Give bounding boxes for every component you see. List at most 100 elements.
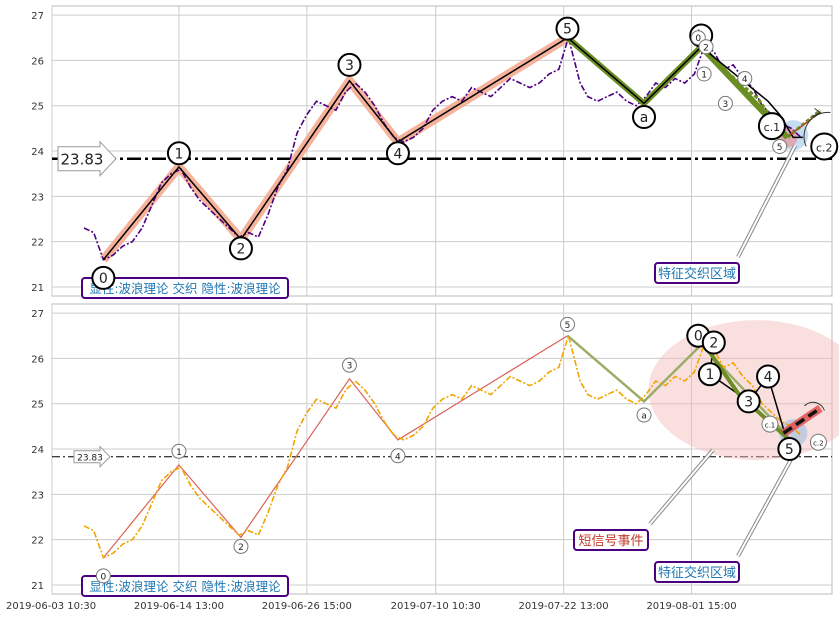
caption-label: 显性:波浪理论 交织 隐性:波浪理论 bbox=[89, 579, 281, 594]
wave-label: c.2 bbox=[810, 132, 839, 161]
y-tick-label: 25 bbox=[31, 400, 44, 411]
wave-label-text: 3 bbox=[347, 362, 353, 372]
wave-label-text: a bbox=[641, 412, 647, 422]
wave-label-text: 4 bbox=[764, 370, 773, 386]
x-tick-label: 2019-06-14 13:00 bbox=[134, 601, 224, 612]
curve-arrow bbox=[803, 111, 831, 147]
wave-label-text: 0 bbox=[100, 572, 106, 582]
reference-value-label: 23.83 bbox=[77, 454, 103, 464]
wave-label-circle bbox=[696, 66, 712, 82]
wave-label-text: 4 bbox=[393, 146, 402, 162]
wave-label: 0 bbox=[91, 265, 116, 290]
wave-label-text: 1 bbox=[176, 448, 182, 458]
wave-label-circle bbox=[772, 138, 788, 154]
event-label-box bbox=[573, 529, 649, 551]
y-tick-label: 22 bbox=[31, 536, 44, 547]
caption-box bbox=[81, 575, 289, 597]
wave-line bbox=[102, 335, 568, 559]
wave-label: 5 bbox=[772, 138, 788, 154]
wave-label: 3 bbox=[736, 389, 761, 414]
wave-label-text: 3 bbox=[723, 100, 729, 110]
y-tick-label: 23 bbox=[31, 192, 44, 203]
wave-label: 4 bbox=[756, 364, 781, 389]
wave-label-circle bbox=[341, 357, 357, 373]
wave-label-text: 3 bbox=[345, 58, 354, 74]
wave-label-text: c.2 bbox=[816, 141, 833, 154]
wave-label-text: 2 bbox=[703, 43, 709, 53]
wave-label-text: 5 bbox=[565, 321, 571, 331]
wave-label-text: c.1 bbox=[765, 422, 776, 430]
wave-label-circle bbox=[337, 52, 362, 77]
x-tick-label: 2019-06-26 15:00 bbox=[262, 601, 352, 612]
reference-arrow-box bbox=[57, 140, 117, 177]
sub-wave-line bbox=[700, 45, 822, 140]
wave-label-circle bbox=[701, 330, 726, 355]
wave-label: 1 bbox=[166, 141, 191, 166]
y-tick-label: 21 bbox=[31, 283, 44, 294]
zone-label-box bbox=[654, 561, 740, 583]
wave-label-circle bbox=[91, 265, 116, 290]
wave-label-text: c.1 bbox=[764, 121, 781, 134]
y-tick-label: 24 bbox=[31, 445, 44, 456]
wave-label-text: 2 bbox=[236, 241, 245, 257]
curve-arrow bbox=[804, 401, 825, 411]
event-arrow-shaft-inner bbox=[649, 449, 714, 525]
wave-label-circle bbox=[233, 538, 249, 554]
upper-wave-line bbox=[566, 334, 789, 437]
caption-box bbox=[81, 277, 289, 299]
wave-label-text: a bbox=[640, 110, 649, 126]
wave-label-text: 2 bbox=[238, 543, 244, 553]
wave-label-circle bbox=[555, 16, 580, 41]
x-tick-label: 2019-06-03 10:30 bbox=[6, 601, 96, 612]
y-tick-label: 25 bbox=[31, 102, 44, 113]
wave-label: 1 bbox=[697, 362, 722, 387]
y-tick-label: 23 bbox=[31, 490, 44, 501]
price-series-line bbox=[83, 34, 802, 261]
wave-label: 1 bbox=[171, 443, 187, 459]
wave-label-text: 0 bbox=[695, 34, 701, 44]
wave-label-text: 5 bbox=[563, 22, 572, 38]
wave-label: 3 bbox=[337, 52, 362, 77]
wave-label-text: 0 bbox=[99, 271, 108, 287]
wave-label: 4 bbox=[737, 71, 753, 86]
zone-label-box bbox=[654, 262, 740, 284]
wave-label-circle bbox=[166, 141, 191, 166]
caption-label: 显性:波浪理论 交织 隐性:波浪理论 bbox=[89, 281, 281, 296]
wave-label: c.1 bbox=[761, 415, 779, 433]
wave-label-text: 1 bbox=[174, 146, 183, 162]
wave-label: c.1 bbox=[757, 112, 786, 141]
wave-label-circle bbox=[761, 415, 779, 433]
price-series-line bbox=[83, 332, 802, 559]
wave-label: 3 bbox=[717, 95, 733, 111]
wave-label-text: 1 bbox=[705, 367, 714, 383]
wave-label-circle bbox=[636, 407, 652, 423]
wave-label: a bbox=[636, 407, 652, 423]
wave-label-text: 4 bbox=[742, 75, 748, 85]
y-tick-label: 27 bbox=[31, 309, 44, 320]
wave-label-circle bbox=[95, 568, 111, 584]
reference-value-label: 23.83 bbox=[61, 151, 104, 169]
wave-label-circle bbox=[632, 105, 657, 130]
y-tick-label: 26 bbox=[31, 56, 44, 67]
wave-label-circle bbox=[737, 71, 753, 86]
wave-label-circle bbox=[777, 437, 802, 461]
wave-label-circle bbox=[698, 39, 714, 55]
zone-label: 特征交织区域 bbox=[658, 565, 736, 581]
wave-label: 2 bbox=[228, 236, 253, 261]
y-tick-label: 24 bbox=[31, 147, 44, 158]
projection-arrow-head bbox=[812, 108, 822, 117]
wave-label-text: 1 bbox=[701, 70, 707, 80]
x-tick-label: 2019-07-22 13:00 bbox=[519, 601, 609, 612]
x-axis: 2019-06-03 10:30 2019-06-14 13:00 2019-06-… bbox=[6, 601, 737, 612]
wave-label: 4 bbox=[390, 448, 406, 464]
wave-label-circle bbox=[757, 112, 786, 141]
wave-label-text: 5 bbox=[777, 143, 783, 153]
wave-label-text: 4 bbox=[395, 452, 401, 462]
event-label: 短信号事件 bbox=[578, 534, 643, 549]
wave-label-circle bbox=[390, 448, 406, 464]
event-annotation: 短信号事件 bbox=[573, 448, 715, 551]
y-tick-label: 21 bbox=[31, 581, 44, 592]
wave-label-circle bbox=[736, 389, 761, 414]
